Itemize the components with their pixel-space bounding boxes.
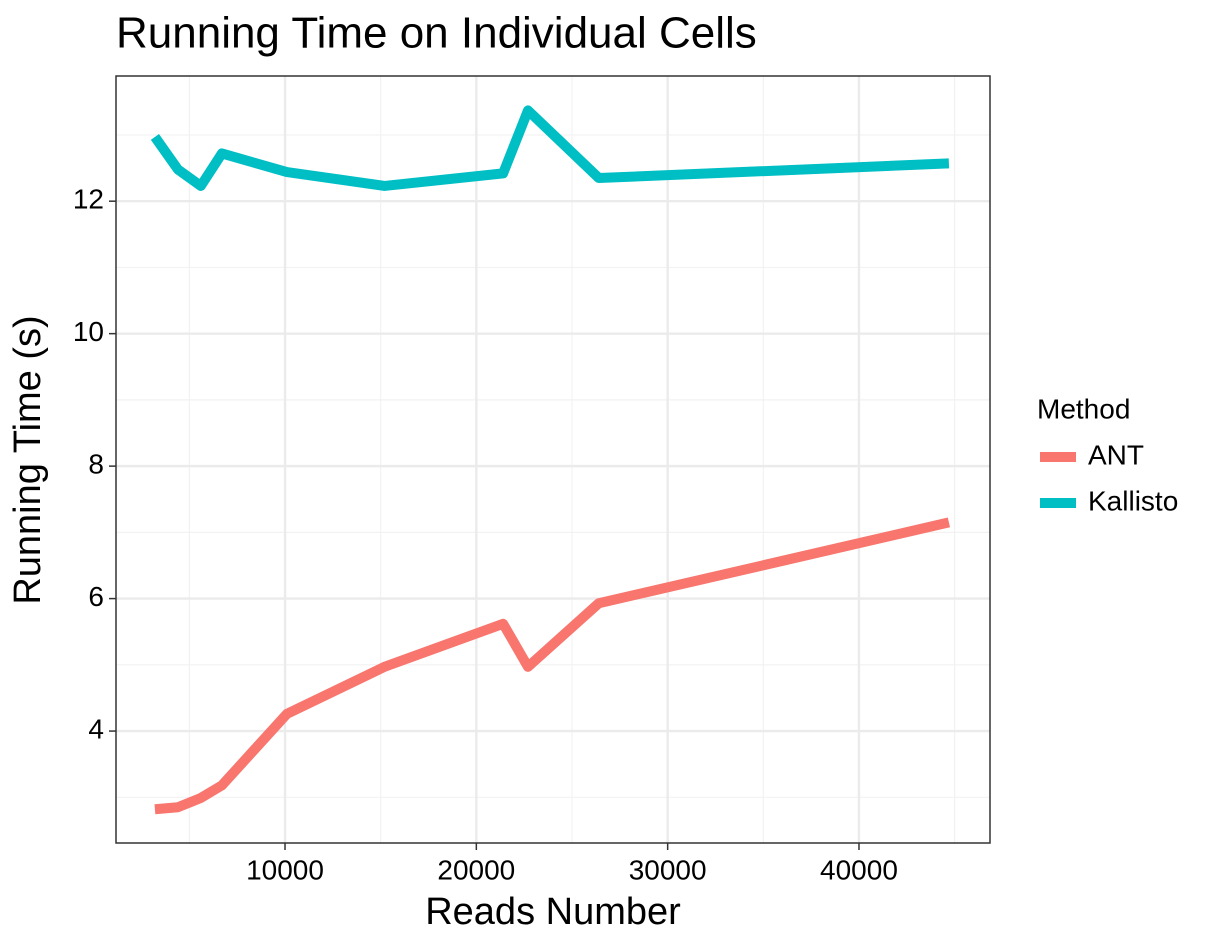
y-tick-label: 10 (73, 316, 104, 347)
legend-label: Kallisto (1088, 485, 1178, 516)
x-tick-label: 30000 (629, 854, 707, 885)
y-tick-label: 8 (88, 449, 104, 480)
plot-border (115, 75, 991, 844)
y-axis-title: Running Time (s) (7, 315, 49, 604)
x-tick-label: 10000 (246, 854, 324, 885)
y-tick-label: 12 (73, 184, 104, 215)
x-tick-label: 40000 (820, 854, 898, 885)
y-tick-label: 4 (88, 713, 104, 744)
chart-title: Running Time on Individual Cells (116, 9, 757, 58)
y-tick-label: 6 (88, 581, 104, 612)
legend-label: ANT (1088, 439, 1144, 470)
x-axis-title: Reads Number (425, 891, 681, 933)
legend-title: Method (1037, 393, 1130, 424)
line-series (154, 517, 951, 815)
x-tick-label: 20000 (437, 854, 515, 885)
line-series (150, 105, 950, 191)
